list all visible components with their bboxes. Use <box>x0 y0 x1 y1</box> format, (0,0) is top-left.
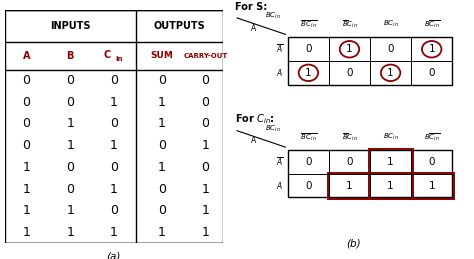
Text: 1: 1 <box>346 181 353 191</box>
Text: 0: 0 <box>110 74 118 87</box>
Text: $\overline{B}C_{in}$: $\overline{B}C_{in}$ <box>342 131 357 143</box>
Text: A: A <box>251 136 256 146</box>
Text: 1: 1 <box>201 204 210 217</box>
Text: (b): (b) <box>346 239 360 249</box>
Text: 1: 1 <box>110 139 118 152</box>
Bar <box>328 172 454 199</box>
Text: C: C <box>104 50 111 60</box>
Text: 1: 1 <box>66 226 74 239</box>
Text: For $C_{in}$:: For $C_{in}$: <box>235 113 274 126</box>
Text: 1: 1 <box>158 118 166 131</box>
Text: 0: 0 <box>23 74 30 87</box>
Text: $\overline{A}$: $\overline{A}$ <box>275 156 283 168</box>
Text: B: B <box>66 51 74 61</box>
Text: 1: 1 <box>110 226 118 239</box>
Text: 1: 1 <box>110 183 118 196</box>
Text: For S:: For S: <box>235 2 267 12</box>
Text: 0: 0 <box>305 44 312 54</box>
Text: 1: 1 <box>158 226 166 239</box>
Text: 0: 0 <box>387 44 394 54</box>
Text: $B\overline{C_{in}}$: $B\overline{C_{in}}$ <box>423 131 440 142</box>
Text: 1: 1 <box>428 181 435 191</box>
Text: $\overline{A}$: $\overline{A}$ <box>275 43 283 55</box>
Text: 1: 1 <box>23 226 30 239</box>
Text: $BC_{in}$: $BC_{in}$ <box>265 124 281 134</box>
Text: 0: 0 <box>346 157 353 167</box>
Text: 1: 1 <box>66 139 74 152</box>
Text: in: in <box>116 56 123 62</box>
Text: 1: 1 <box>387 157 394 167</box>
Text: 0: 0 <box>110 204 118 217</box>
Bar <box>369 149 412 199</box>
Text: 1: 1 <box>23 161 30 174</box>
Text: $BC_{in}$: $BC_{in}$ <box>265 11 281 21</box>
Text: 1: 1 <box>201 226 210 239</box>
Text: 0: 0 <box>23 139 30 152</box>
Text: 0: 0 <box>158 183 166 196</box>
Text: 0: 0 <box>201 161 210 174</box>
Text: 1: 1 <box>387 181 394 191</box>
Text: 0: 0 <box>305 181 312 191</box>
Text: 1: 1 <box>158 161 166 174</box>
Bar <box>288 38 452 85</box>
Text: $BC_{in}$: $BC_{in}$ <box>383 132 399 142</box>
Text: INPUTS: INPUTS <box>50 21 91 31</box>
Text: 1: 1 <box>110 96 118 109</box>
Text: (a): (a) <box>107 251 121 259</box>
Text: $A$: $A$ <box>276 180 283 191</box>
Text: 0: 0 <box>428 68 435 78</box>
Text: $B\overline{C_{in}}$: $B\overline{C_{in}}$ <box>423 18 440 30</box>
Text: A: A <box>23 51 30 61</box>
Text: 0: 0 <box>66 96 74 109</box>
Text: 1: 1 <box>387 68 394 78</box>
Text: 0: 0 <box>201 74 210 87</box>
Text: 1: 1 <box>346 44 353 54</box>
Text: 1: 1 <box>428 44 435 54</box>
Text: 1: 1 <box>201 139 210 152</box>
Text: 0: 0 <box>346 68 353 78</box>
Text: 1: 1 <box>23 204 30 217</box>
Text: 1: 1 <box>66 118 74 131</box>
Text: 0: 0 <box>201 118 210 131</box>
Text: 0: 0 <box>158 204 166 217</box>
Text: 0: 0 <box>305 157 312 167</box>
Text: 1: 1 <box>23 183 30 196</box>
Text: 0: 0 <box>158 74 166 87</box>
Text: 0: 0 <box>110 118 118 131</box>
Text: $\overline{B}C_{in}$: $\overline{B}C_{in}$ <box>342 18 357 30</box>
Text: 0: 0 <box>201 96 210 109</box>
Text: $BC_{in}$: $BC_{in}$ <box>383 19 399 29</box>
Text: 1: 1 <box>201 183 210 196</box>
Text: 0: 0 <box>110 161 118 174</box>
Text: $\overline{B}\,\overline{C_{in}}$: $\overline{B}\,\overline{C_{in}}$ <box>300 18 317 30</box>
Text: 0: 0 <box>158 139 166 152</box>
Text: 0: 0 <box>66 74 74 87</box>
Text: SUM: SUM <box>150 52 173 60</box>
Text: A: A <box>251 24 256 33</box>
Text: OUTPUTS: OUTPUTS <box>153 21 205 31</box>
Text: CARRY-OUT: CARRY-OUT <box>183 53 228 59</box>
Text: 0: 0 <box>66 161 74 174</box>
Text: $A$: $A$ <box>276 67 283 78</box>
Text: 0: 0 <box>66 183 74 196</box>
Text: 0: 0 <box>23 96 30 109</box>
Text: $\overline{B}\,\overline{C_{in}}$: $\overline{B}\,\overline{C_{in}}$ <box>300 131 317 142</box>
Text: 1: 1 <box>66 204 74 217</box>
Text: 0: 0 <box>23 118 30 131</box>
Bar <box>288 150 452 197</box>
Text: 1: 1 <box>158 96 166 109</box>
Text: 0: 0 <box>428 157 435 167</box>
Text: 1: 1 <box>305 68 312 78</box>
